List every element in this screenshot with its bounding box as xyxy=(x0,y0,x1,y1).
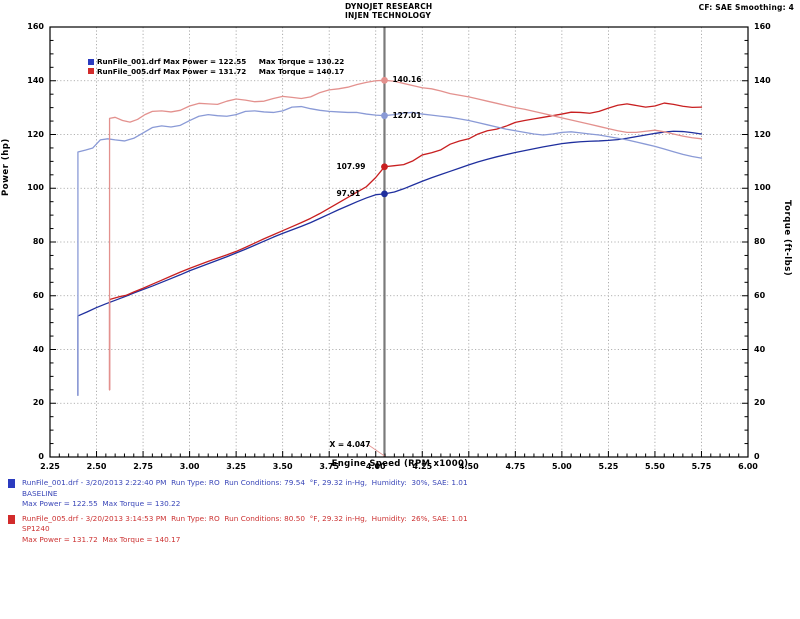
cursor-point-label-torque-mod: 140.16 xyxy=(392,75,422,85)
y-axis-right-tick: 160 xyxy=(754,22,771,31)
run-info-line3: Max Power = 122.55 Max Torque = 130.22 xyxy=(22,499,181,508)
x-axis-tick: 3.75 xyxy=(319,462,340,471)
chart-title-line-1: DYNOJET RESEARCH xyxy=(345,2,433,11)
plot-legend-label: RunFile_001.drf Max Power = 122.55 Max T… xyxy=(97,57,345,66)
x-axis-tick: 3.50 xyxy=(272,462,293,471)
run-info-line1: RunFile_005.drf - 3/20/2013 3:14:53 PM R… xyxy=(22,513,468,523)
y-axis-left-tick: 40 xyxy=(32,344,44,354)
plot-legend-row: RunFile_001.drf Max Power = 122.55 Max T… xyxy=(88,57,344,67)
curve-layer xyxy=(77,27,703,457)
x-axis-tick: 5.25 xyxy=(598,462,619,471)
x-axis-tick: 3.25 xyxy=(226,462,246,471)
run-info-line2: BASELINE xyxy=(22,488,58,498)
plot-legend-label: RunFile_005.drf Max Power = 131.72 Max T… xyxy=(97,66,345,76)
x-axis-tick: 6.00 xyxy=(738,462,758,471)
cursor-point-label-power-baseline: 97.91 xyxy=(336,188,361,198)
y-axis-left-tick: 20 xyxy=(32,398,44,408)
y-axis-left-tick: 60 xyxy=(32,290,44,300)
legend-color-swatch xyxy=(88,58,94,65)
run-info-line2: SP1240 xyxy=(22,524,50,533)
y-axis-right-tick: 100 xyxy=(754,183,771,193)
x-axis-tick: 2.25 xyxy=(40,462,60,471)
x-axis-tick: 4.00 xyxy=(365,462,386,471)
run-info-line3: Max Power = 131.72 Max Torque = 140.17 xyxy=(22,534,181,544)
y-axis-right-tick: 20 xyxy=(754,398,766,408)
chart-title: DYNOJET RESEARCH INJEN TECHNOLOGY xyxy=(345,2,545,20)
y-axis-right-tick: 120 xyxy=(754,129,771,139)
x-axis-tick: 4.50 xyxy=(458,462,479,471)
y-axis-left-tick: 160 xyxy=(27,22,44,31)
x-axis-tick: 3.00 xyxy=(179,462,200,471)
x-axis-tick: 2.50 xyxy=(86,462,107,471)
plot-legend: RunFile_001.drf Max Power = 122.55 Max T… xyxy=(88,57,344,76)
chart-title-line-2: INJEN TECHNOLOGY xyxy=(345,11,432,20)
run-color-swatch xyxy=(8,514,15,524)
y-axis-left-tick: 120 xyxy=(27,129,44,139)
run-info-block: RunFile_005.drf - 3/20/2013 3:14:53 PM R… xyxy=(6,514,786,546)
y-axis-right-tick: 0 xyxy=(754,452,760,461)
plot-area[interactable]: RunFile_001.drf Max Power = 122.55 Max T… xyxy=(49,26,749,458)
y-axis-left-tick: 80 xyxy=(32,237,44,246)
y-axis-left-tick: 0 xyxy=(38,452,44,461)
x-axis-tick: 5.00 xyxy=(551,462,572,471)
plot-legend-row: RunFile_005.drf Max Power = 131.72 Max T… xyxy=(88,67,344,77)
legend-color-swatch xyxy=(88,68,94,75)
run-info-block: RunFile_001.drf - 3/20/2013 2:22:40 PM R… xyxy=(6,478,786,510)
run-info-panel: RunFile_001.drf - 3/20/2013 2:22:40 PM R… xyxy=(6,478,786,549)
axis-frame xyxy=(49,26,749,458)
y-axis-left-tick: 140 xyxy=(27,75,44,85)
y-axis-left-label: Power (hp) xyxy=(1,138,11,196)
run-info-line1: RunFile_001.drf - 3/20/2013 2:22:40 PM R… xyxy=(22,478,468,487)
y-axis-right-tick: 60 xyxy=(754,290,766,300)
run-color-swatch xyxy=(8,479,15,488)
cursor-x-readout: X = 4.047 xyxy=(329,440,371,449)
cursor-point-label-power-mod: 107.99 xyxy=(336,161,366,171)
y-axis-left-tick: 100 xyxy=(27,183,44,193)
y-axis-right-label: Torque (ft-lbs) xyxy=(782,200,792,277)
correction-factor-label: CF: SAE Smoothing: 4 xyxy=(698,3,794,12)
x-axis-tick: 2.75 xyxy=(133,462,153,471)
x-axis-tick: 5.75 xyxy=(691,462,712,471)
x-axis-tick: 4.25 xyxy=(412,462,433,471)
x-axis-label: Engine Speed (RPM x1000) xyxy=(331,459,469,469)
y-axis-right-tick: 40 xyxy=(754,344,766,354)
x-axis-tick: 5.50 xyxy=(645,462,665,471)
y-axis-right-tick: 80 xyxy=(754,237,766,246)
x-axis-tick: 4.75 xyxy=(505,462,526,471)
y-axis-right-tick: 140 xyxy=(754,75,771,85)
cursor-point-label-torque-baseline: 127.01 xyxy=(392,110,422,120)
